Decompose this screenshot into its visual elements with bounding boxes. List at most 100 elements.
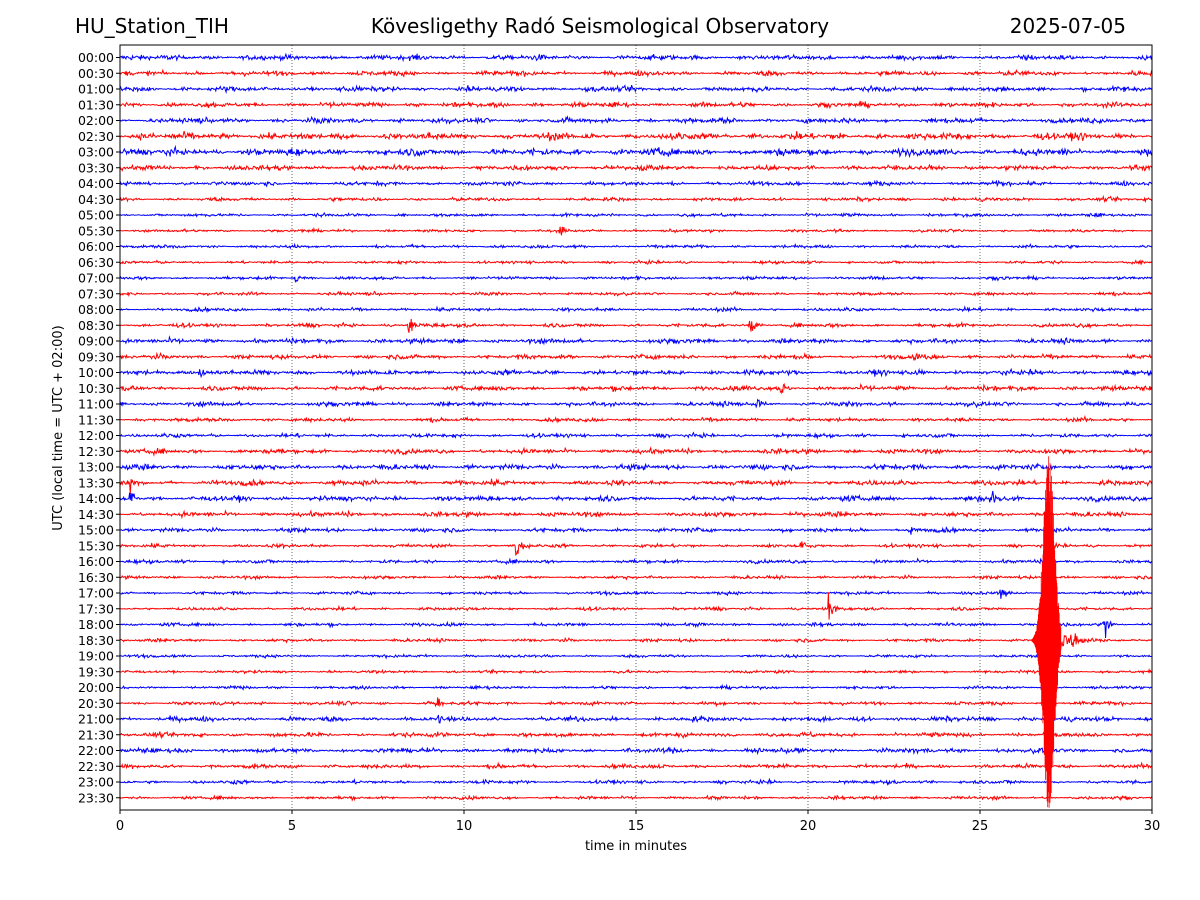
trace-row-2100: [120, 714, 1152, 724]
trace-row-0300: [120, 144, 1152, 159]
trace-row-2030: [120, 697, 1152, 708]
trace-row-0730: [120, 290, 1152, 298]
trace-row-0200: [120, 115, 1152, 125]
y-tick-label: 21:00: [78, 712, 114, 727]
x-tick-label: 25: [972, 819, 989, 834]
trace-row-0900: [120, 335, 1152, 346]
y-tick-label: 10:00: [78, 365, 114, 380]
y-tick-label: 01:00: [78, 82, 114, 97]
trace-row-1930: [120, 668, 1152, 675]
y-tick-label: 05:30: [78, 223, 114, 238]
y-tick-label: 00:30: [78, 66, 114, 81]
y-tick-label: 03:30: [78, 160, 114, 175]
trace-row-1700: [120, 589, 1152, 599]
y-tick-label: 23:30: [78, 790, 114, 805]
y-tick-label: 18:00: [78, 617, 114, 632]
earthquake-waveform: [1031, 456, 1062, 808]
trace-row-2300: [120, 777, 1152, 786]
trace-row-0100: [120, 84, 1152, 95]
y-tick-label: 17:30: [78, 601, 114, 616]
trace-row-1100: [120, 398, 1152, 409]
y-tick-label: 02:30: [78, 129, 114, 144]
y-tick-label: 03:00: [78, 145, 114, 160]
y-tick-label: 20:30: [78, 696, 114, 711]
y-tick-label: 09:00: [78, 334, 114, 349]
trace-row-0530: [120, 226, 1152, 236]
y-tick-label: 11:00: [78, 397, 114, 412]
y-axis-label: UTC (local time = UTC + 02:00): [51, 325, 66, 530]
grid-lines: [291, 45, 981, 810]
y-tick-label: 12:30: [78, 444, 114, 459]
trace-row-0430: [120, 194, 1152, 204]
trace-row-0930: [120, 351, 1152, 361]
trace-row-1500: [120, 525, 1152, 535]
y-tick-label: 12:00: [78, 428, 114, 443]
x-tick-label: 10: [456, 819, 473, 834]
trace-row-0330: [120, 163, 1152, 173]
trace-row-1900: [120, 652, 1152, 660]
y-tick-label: 14:30: [78, 507, 114, 522]
trace-row-0400: [120, 179, 1152, 188]
x-axis-ticks: 0 5 10 15 20 25 30: [116, 810, 1160, 834]
record-date: 2025-07-05: [1009, 14, 1126, 38]
trace-row-0700: [120, 274, 1152, 283]
y-tick-label: 22:00: [78, 743, 114, 758]
y-tick-label: 01:30: [78, 97, 114, 112]
x-tick-label: 20: [800, 819, 817, 834]
trace-row-1530: [120, 541, 1152, 557]
trace-row-1200: [120, 431, 1152, 440]
y-tick-label: 02:00: [78, 113, 114, 128]
y-tick-label: 17:00: [78, 586, 114, 601]
trace-row-1800: [120, 620, 1152, 639]
trace-row-1300: [120, 462, 1152, 472]
trace-row-0800: [120, 305, 1152, 314]
trace-row-0600: [120, 242, 1152, 250]
y-tick-label: 09:30: [78, 349, 114, 364]
trace-row-2330: [120, 794, 1152, 802]
trace-row-0000: [120, 52, 1152, 63]
trace-row-1600: [120, 557, 1152, 566]
y-tick-label: 10:30: [78, 381, 114, 396]
y-tick-label: 11:30: [78, 412, 114, 427]
y-tick-label: 05:00: [78, 208, 114, 223]
y-tick-label: 15:30: [78, 538, 114, 553]
trace-row-0030: [120, 68, 1152, 78]
trace-group: [120, 52, 1152, 808]
station-name: HU_Station_TIH: [75, 14, 229, 38]
trace-row-1130: [120, 414, 1152, 424]
trace-row-1000: [120, 367, 1152, 379]
trace-row-1400: [120, 490, 1152, 504]
trace-row-2000: [120, 683, 1152, 691]
y-tick-label: 08:30: [78, 318, 114, 333]
y-tick-label: 15:00: [78, 523, 114, 538]
x-tick-label: 30: [1144, 819, 1161, 834]
y-axis-ticks: 00:0000:3001:0001:3002:0002:3003:0003:30…: [78, 50, 120, 805]
trace-row-0830: [120, 318, 1152, 333]
observatory-title: Kövesligethy Radó Seismological Observat…: [370, 14, 830, 38]
x-axis-label: time in minutes: [585, 839, 687, 854]
y-tick-label: 22:30: [78, 759, 114, 774]
y-tick-label: 21:30: [78, 727, 114, 742]
y-tick-label: 19:30: [78, 664, 114, 679]
y-tick-label: 07:00: [78, 271, 114, 286]
trace-row-2230: [120, 761, 1152, 771]
trace-row-1230: [120, 446, 1152, 457]
x-tick-label: 0: [116, 819, 124, 834]
trace-row-0230: [120, 130, 1152, 142]
y-tick-label: 08:00: [78, 302, 114, 317]
trace-row-2130: [120, 730, 1152, 740]
y-tick-label: 23:00: [78, 775, 114, 790]
y-tick-label: 06:00: [78, 239, 114, 254]
y-tick-label: 13:00: [78, 460, 114, 475]
y-tick-label: 04:00: [78, 176, 114, 191]
y-tick-label: 04:30: [78, 192, 114, 207]
y-tick-label: 19:00: [78, 649, 114, 664]
y-tick-label: 07:30: [78, 286, 114, 301]
trace-row-0630: [120, 258, 1152, 266]
y-tick-label: 16:30: [78, 570, 114, 585]
y-tick-label: 06:30: [78, 255, 114, 270]
trace-row-0500: [120, 211, 1152, 219]
x-tick-label: 5: [288, 819, 296, 834]
y-tick-label: 00:00: [78, 50, 114, 65]
